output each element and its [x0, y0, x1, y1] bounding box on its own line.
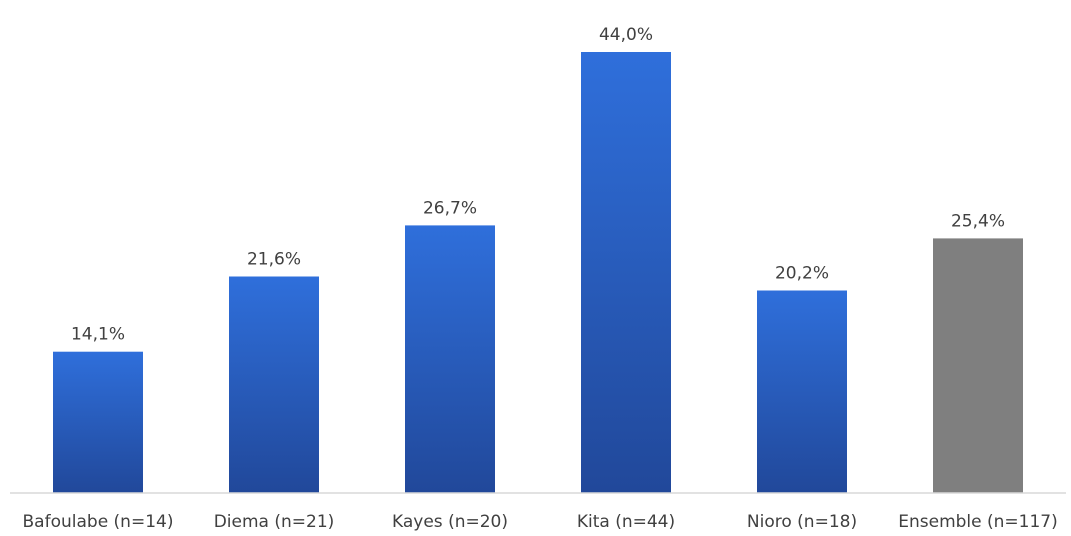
bar-4	[581, 52, 671, 493]
x-tick-labels-layer: Bafoulabe (n=14) Diema (n=21) Kayes (n=20)…	[23, 512, 1058, 532]
data-label-1: 14,1%	[71, 325, 125, 345]
bar-6	[933, 238, 1023, 493]
x-tick-label-5: Nioro (n=18)	[747, 512, 857, 532]
x-tick-label-1: Bafoulabe (n=14)	[23, 512, 174, 532]
data-label-3: 26,7%	[423, 198, 477, 218]
bar-1	[53, 351, 143, 493]
x-tick-label-3: Kayes (n=20)	[392, 512, 508, 532]
bars-layer	[53, 52, 1023, 493]
data-label-6: 25,4%	[951, 211, 1005, 231]
data-labels-layer: 14,1% 21,6% 26,7% 44,0% 20,2% 25,4%	[71, 25, 1005, 345]
bar-3	[405, 225, 495, 493]
data-label-2: 21,6%	[247, 250, 301, 270]
bar-2	[229, 276, 319, 493]
x-tick-label-2: Diema (n=21)	[214, 512, 335, 532]
x-tick-label-6: Ensemble (n=117)	[898, 512, 1058, 532]
bar-5	[757, 290, 847, 493]
data-label-5: 20,2%	[775, 264, 829, 284]
data-label-4: 44,0%	[599, 25, 653, 45]
x-tick-label-4: Kita (n=44)	[577, 512, 675, 532]
